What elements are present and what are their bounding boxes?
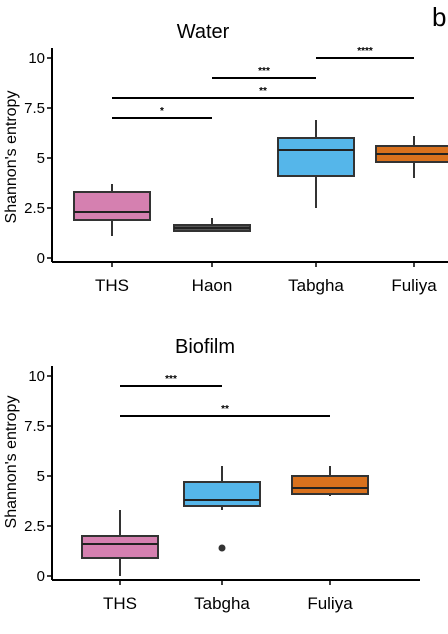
biofilm-significance-label: ** <box>221 404 229 415</box>
water-chart-title: Water <box>177 21 230 43</box>
biofilm-y-tick-label: 0 <box>37 568 45 585</box>
biofilm-category-label-tabgha: Tabgha <box>194 594 250 613</box>
biofilm-y-axis-label: Shannon's entropy <box>3 396 20 529</box>
biofilm-chart-title: Biofilm <box>175 336 235 358</box>
biofilm-tabgha-outlier-point <box>218 544 226 552</box>
biofilm-fuliya-box <box>291 475 369 495</box>
water-significance-label: *** <box>258 66 270 77</box>
biofilm-significance-label: *** <box>165 374 177 385</box>
panel-label: b <box>432 2 446 32</box>
water-significance-label: * <box>160 106 164 117</box>
water-y-tick-label: 2.5 <box>24 200 45 217</box>
water-category-label-haon: Haon <box>192 276 233 295</box>
water-y-tick-label: 10 <box>28 50 45 67</box>
water-significance-label: ** <box>259 86 267 97</box>
biofilm-y-tick-label: 10 <box>28 368 45 385</box>
biofilm-category-label-fuliya: Fuliya <box>307 594 353 613</box>
water-category-label-tabgha: Tabgha <box>288 276 344 295</box>
water-y-axis-label: Shannon's entropy <box>3 91 20 224</box>
water-y-tick-label: 7.5 <box>24 100 45 117</box>
water-y-tick-label: 0 <box>37 250 45 267</box>
biofilm-y-tick-label: 2.5 <box>24 518 45 535</box>
water-category-label-ths: THS <box>95 276 129 295</box>
water-panel: Water Shannon's entropy 0 2.5 5 7.5 10 THS Haon T… <box>3 21 448 295</box>
water-category-label-fuliya: Fuliya <box>391 276 437 295</box>
biofilm-tabgha-box <box>183 481 261 507</box>
water-significance-label: **** <box>357 46 373 57</box>
water-tabgha-box <box>277 137 355 177</box>
biofilm-ths-box <box>81 535 159 559</box>
biofilm-category-label-ths: THS <box>103 594 137 613</box>
water-ths-box <box>73 191 151 221</box>
biofilm-panel: Biofilm Shannon's entropy 0 2.5 5 7.5 10 THS Tab… <box>3 336 420 613</box>
biofilm-y-tick-label: 7.5 <box>24 418 45 435</box>
biofilm-y-tick-label: 5 <box>37 468 45 485</box>
water-y-tick-label: 5 <box>37 150 45 167</box>
